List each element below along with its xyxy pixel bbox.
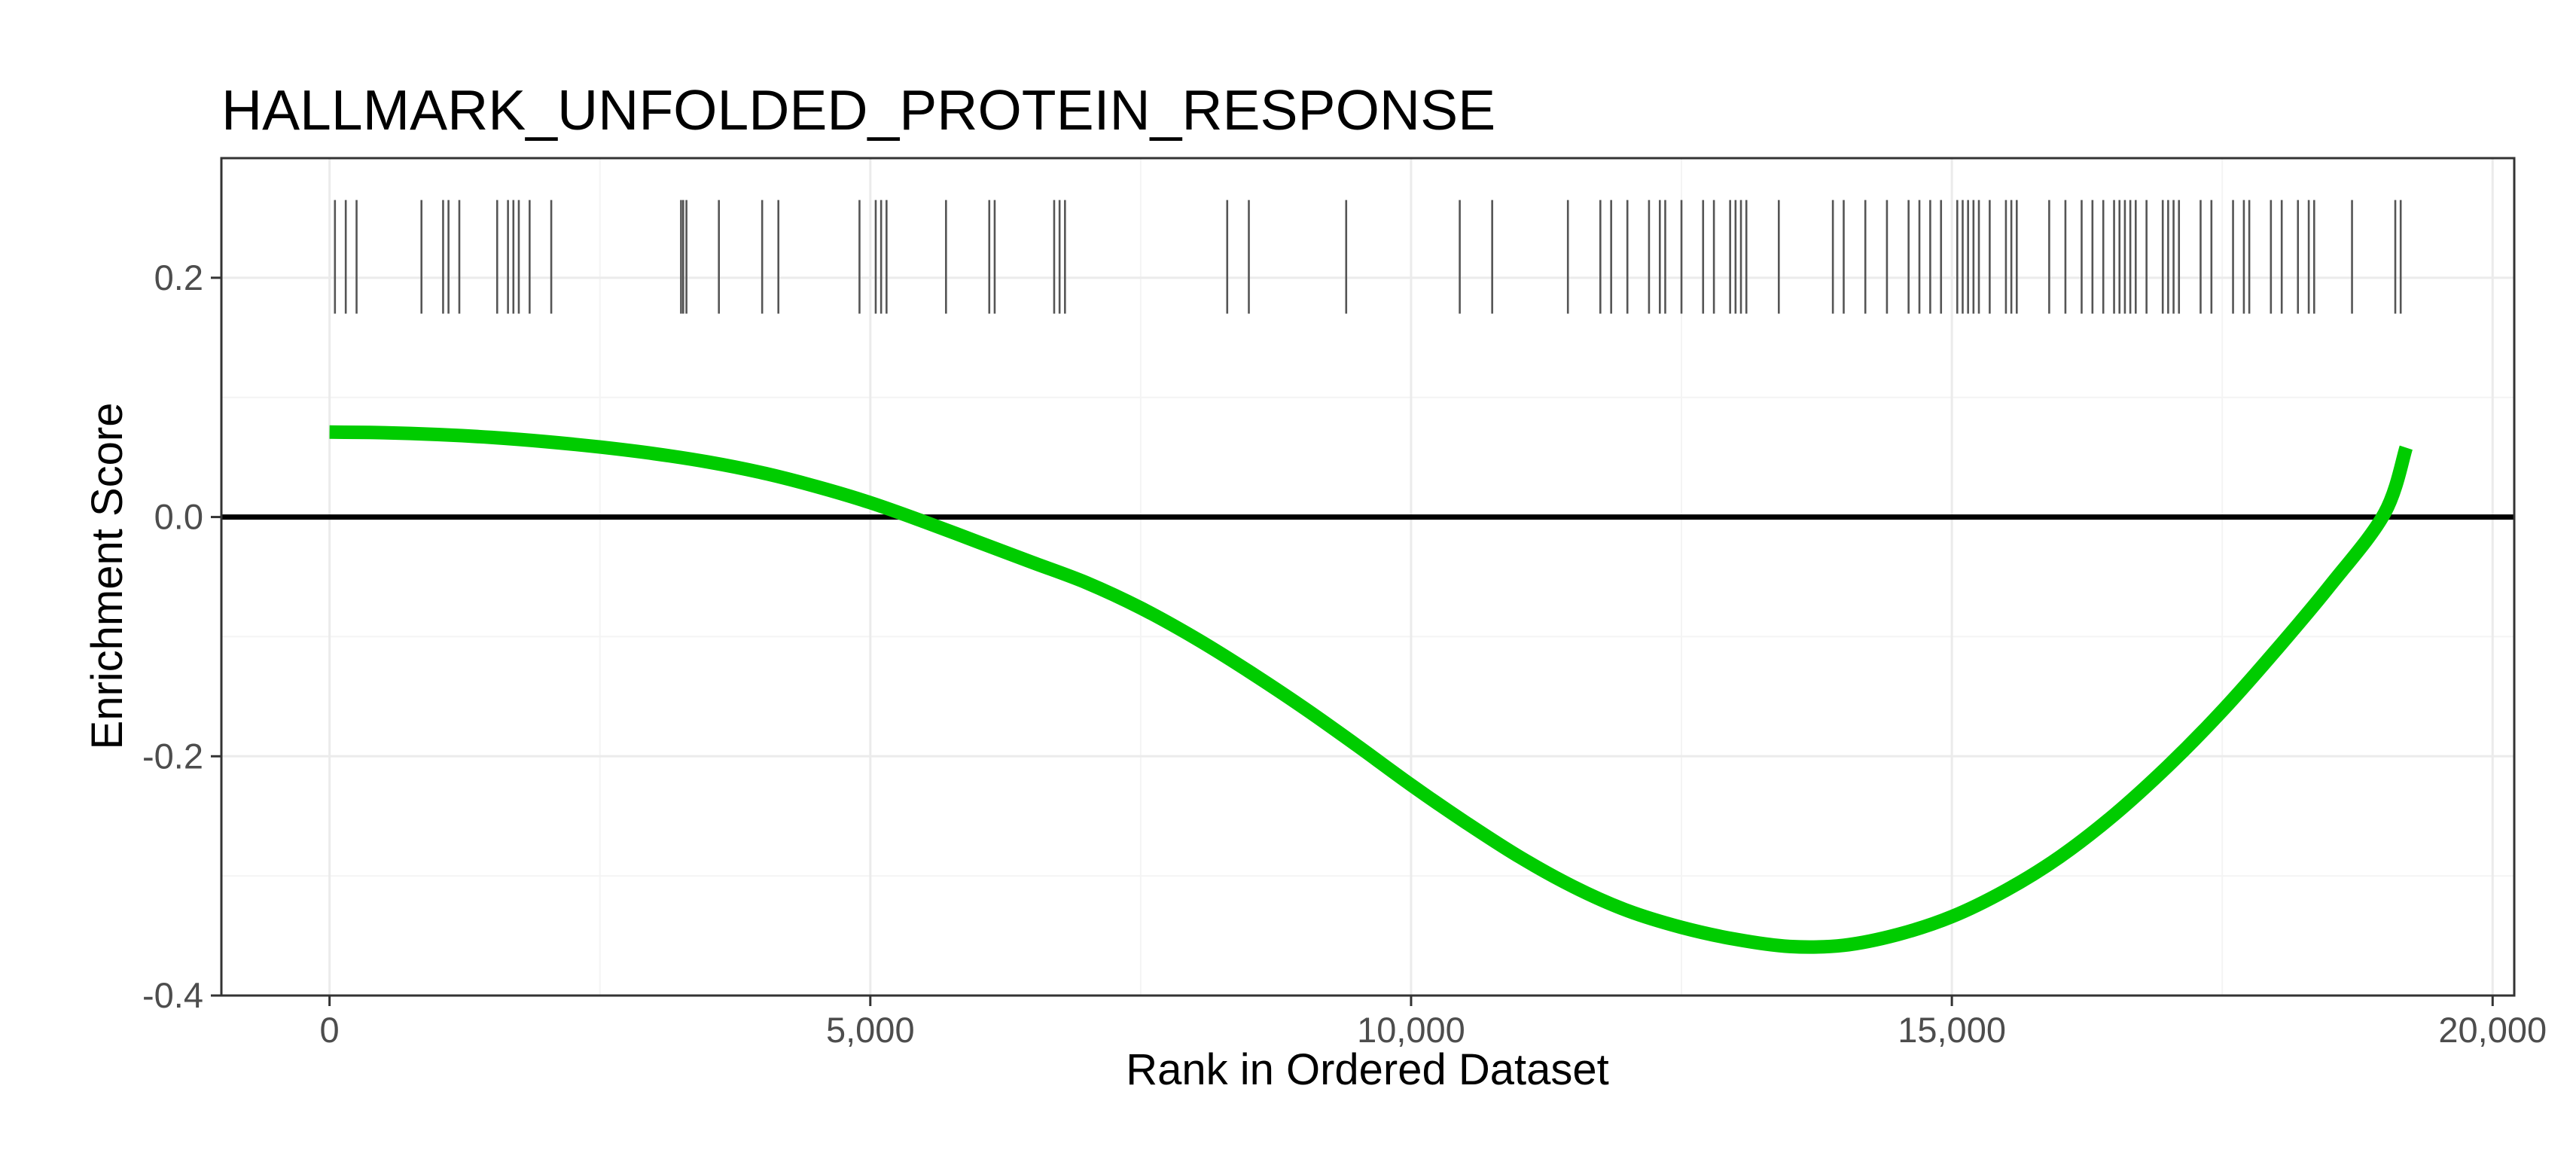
x-tick-label: 15,000 — [1898, 1010, 2006, 1050]
x-tick-label: 20,000 — [2438, 1010, 2547, 1050]
x-tick-label: 0 — [320, 1010, 340, 1050]
axes: 0 5,000 10,000 15,000 20,000 -0.4 -0.2 0.0 0.2 — [142, 258, 2547, 1050]
y-tick-label: 0.0 — [154, 497, 203, 537]
y-tick-label: 0.2 — [154, 258, 203, 297]
y-axis-title: Enrichment Score — [83, 403, 132, 750]
chart-title: HALLMARK_UNFOLDED_PROTEIN_RESPONSE — [221, 78, 1495, 142]
enrichment-score-curve — [329, 425, 2413, 954]
y-tick-label: -0.4 — [142, 975, 203, 1015]
y-tick-label: -0.2 — [142, 736, 203, 776]
x-tick-label: 10,000 — [1357, 1010, 1465, 1050]
gene-hit-rug — [334, 200, 2402, 314]
x-tick-label: 5,000 — [826, 1010, 915, 1050]
plot-panel-border — [220, 157, 2516, 997]
grid — [221, 158, 2514, 997]
x-axis-title: Rank in Ordered Dataset — [1126, 1045, 1609, 1094]
